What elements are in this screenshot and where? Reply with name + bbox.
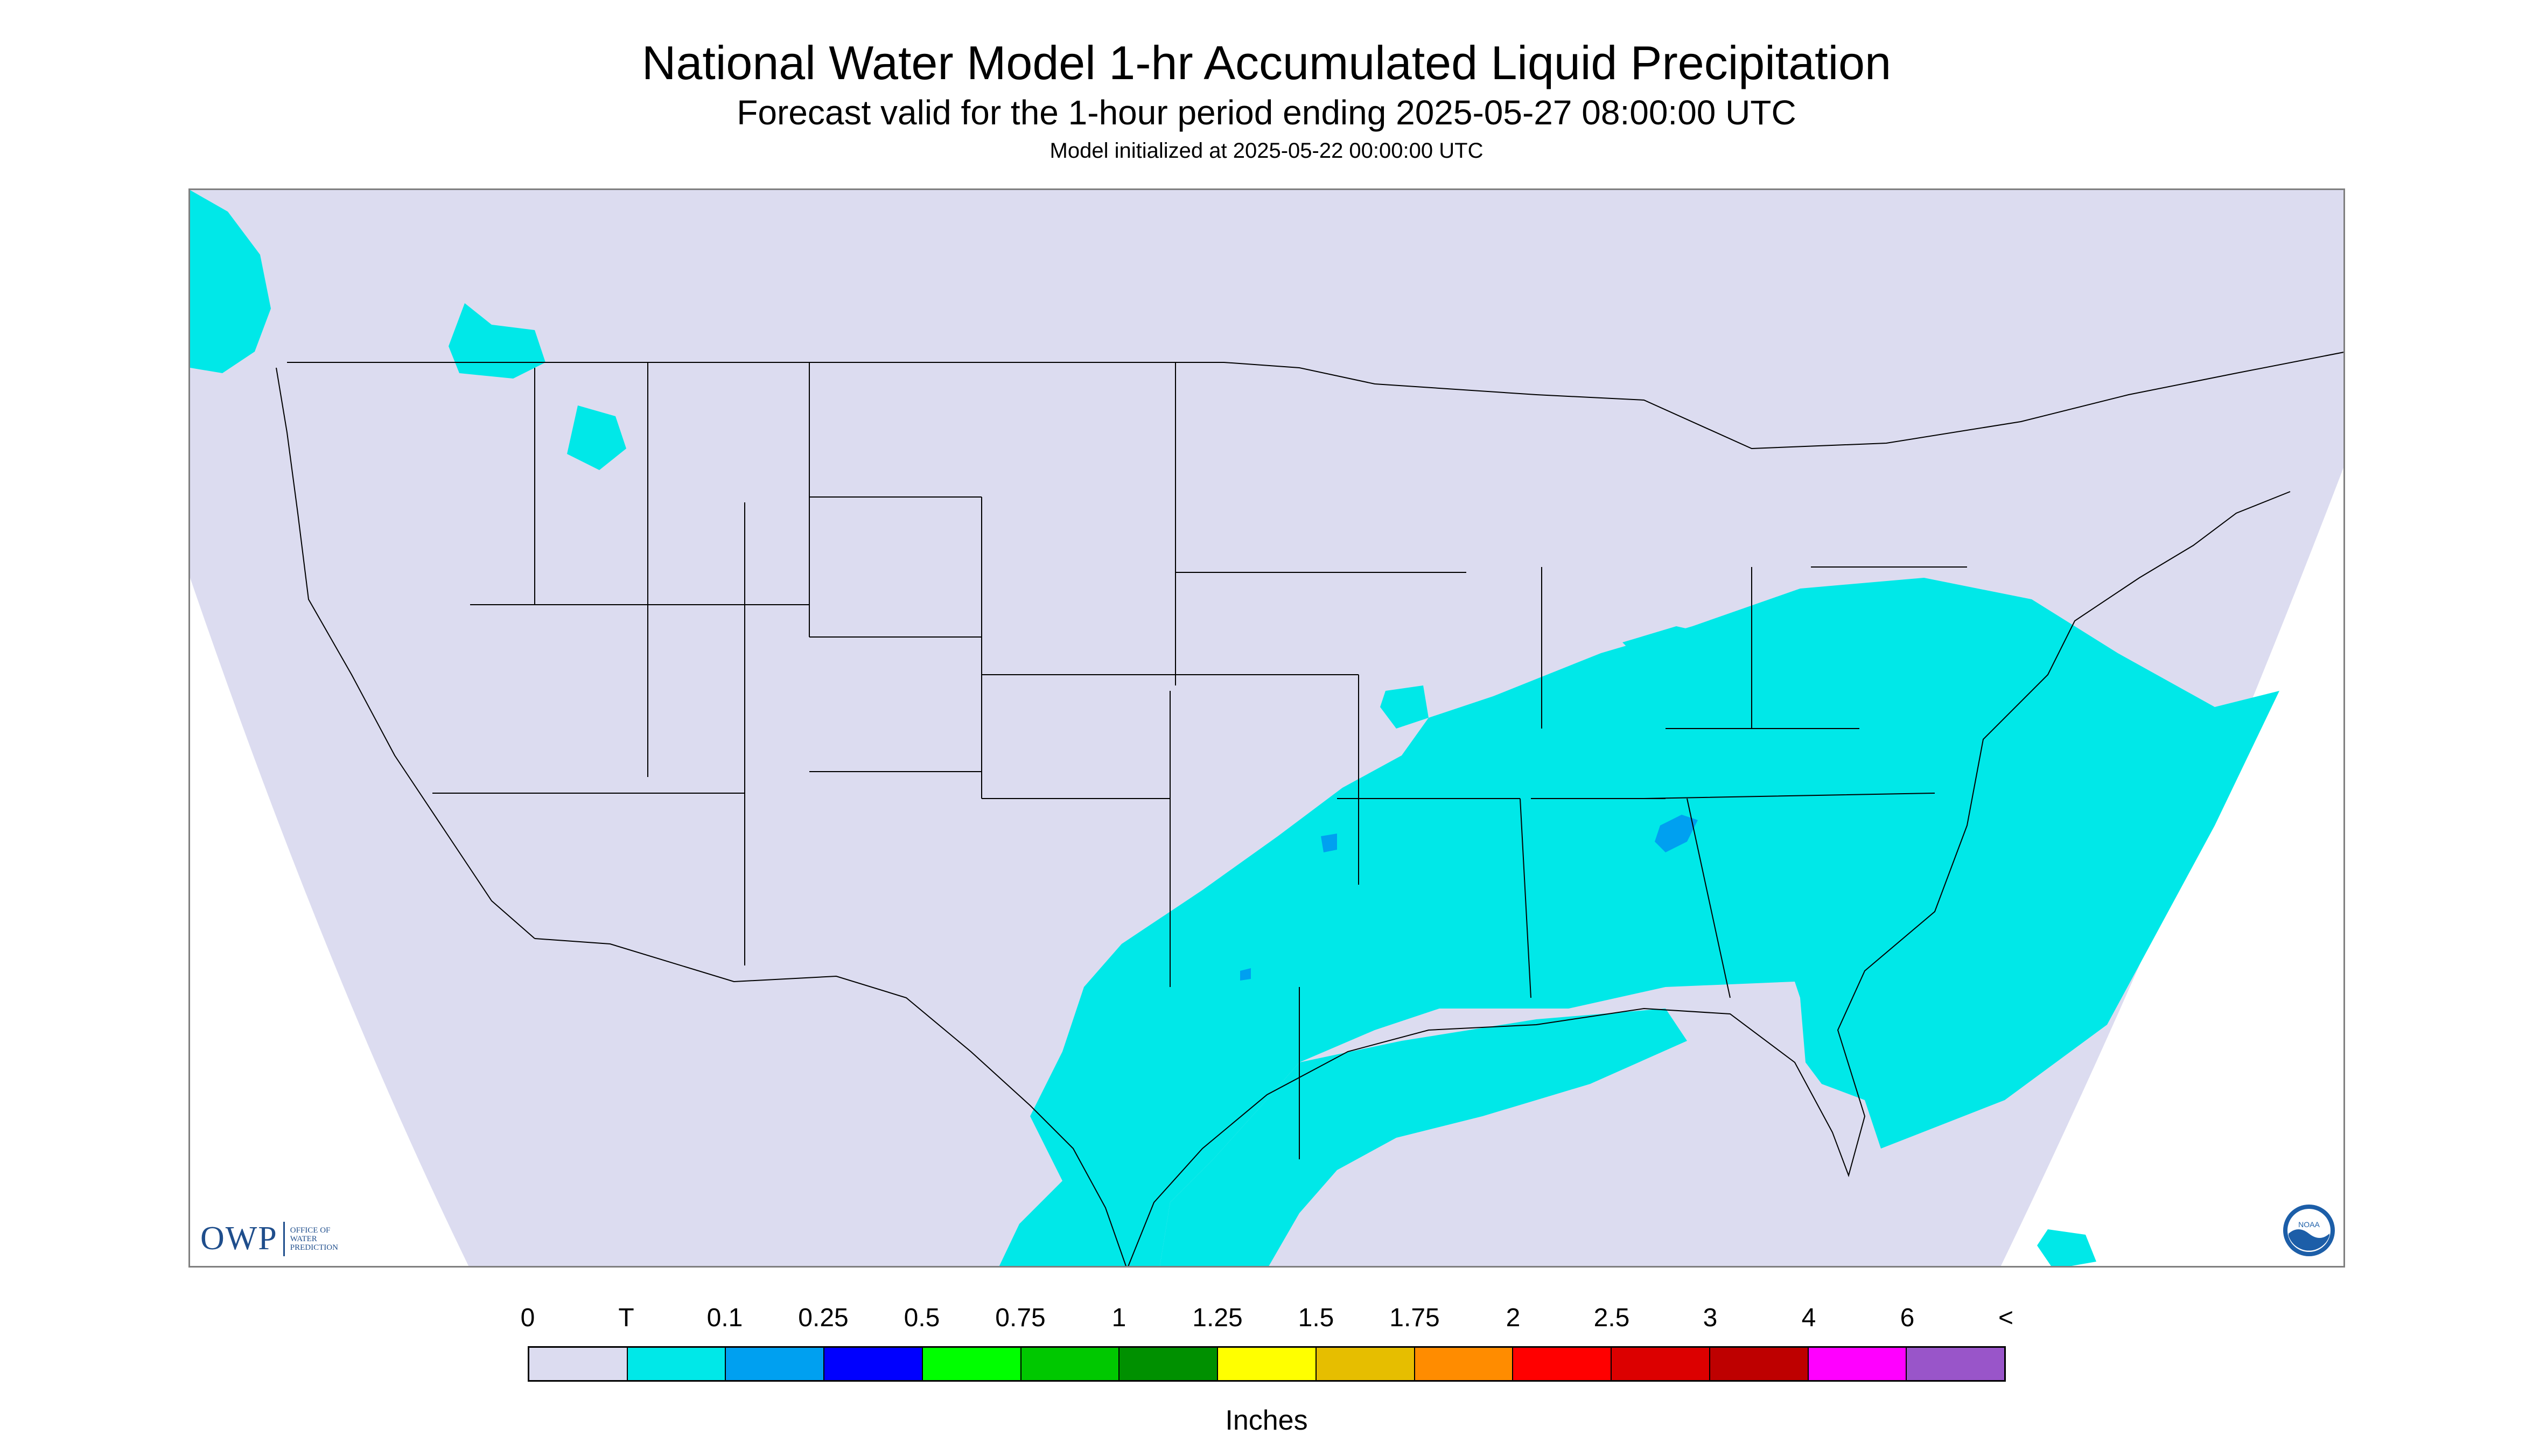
precip-legend-bar	[528, 1346, 2006, 1382]
legend-swatch	[1218, 1348, 1317, 1380]
legend-swatch	[1907, 1348, 2005, 1380]
legend-tick-label: <	[1998, 1304, 2014, 1332]
heavy-spot-texas	[1240, 968, 1251, 981]
legend-tick-label: 1.25	[1192, 1304, 1243, 1332]
legend-swatch	[529, 1348, 628, 1380]
owp-logo-mark: OWP	[200, 1220, 278, 1257]
precip-bahamas	[2037, 1229, 2096, 1266]
map-title: National Water Model 1-hr Accumulated Li…	[641, 36, 1892, 89]
heavy-spot-arkansas	[1321, 834, 1337, 852]
legend-tick-label: 0.5	[904, 1304, 940, 1332]
legend-swatch	[1021, 1348, 1120, 1380]
legend-tick-label: 0.1	[706, 1304, 743, 1332]
state-lines	[432, 362, 1967, 1159]
precip-gulf	[1159, 1009, 1687, 1266]
legend-tick-label: 6	[1900, 1304, 1915, 1332]
owp-logo-divider	[283, 1221, 285, 1256]
legend-tick-label: 3	[1703, 1304, 1718, 1332]
legend-swatch	[627, 1348, 726, 1380]
legend-tick-label: 4	[1801, 1304, 1816, 1332]
legend-tick-label: 1	[1111, 1304, 1126, 1332]
precip-pacific-nw	[190, 190, 271, 373]
legend-tick-label: T	[618, 1304, 634, 1332]
owp-logo-text: OFFICE OF WATER PREDICTION	[290, 1226, 338, 1252]
us-canada-border	[287, 352, 2343, 450]
gulf-coast	[1128, 491, 2291, 1266]
legend-swatch	[1316, 1348, 1415, 1380]
legend-swatch	[1119, 1348, 1219, 1380]
us-mexico-border	[534, 938, 1126, 1266]
legend-tick-label: 1.5	[1298, 1304, 1334, 1332]
model-init-line: Model initialized at 2025-05-22 00:00:00…	[1049, 139, 1484, 163]
legend-swatch	[922, 1348, 1021, 1380]
legend-swatch	[1710, 1348, 1809, 1380]
heavy-spot-tennessee	[1655, 815, 1698, 852]
legend-swatch	[1513, 1348, 1612, 1380]
legend-swatch	[1808, 1348, 1907, 1380]
owp-logo: OWP OFFICE OF WATER PREDICTION	[200, 1220, 355, 1258]
west-coast	[276, 367, 535, 939]
map-canvas	[190, 190, 2343, 1266]
legend-tick-label: 2	[1506, 1304, 1521, 1332]
legend-units-label: Inches	[1225, 1405, 1308, 1436]
heavy-precip-spots	[1240, 815, 1698, 981]
legend-swatch	[1415, 1348, 1514, 1380]
legend-tick-label: 1.75	[1389, 1304, 1440, 1332]
precip-great-lakes	[1622, 626, 1725, 664]
precip-idaho	[567, 405, 626, 470]
legend-tick-label: 0.75	[995, 1304, 1046, 1332]
precip-missouri	[1380, 685, 1429, 729]
precip-montana	[449, 303, 545, 379]
legend-tick-label: 0	[520, 1304, 535, 1332]
precip-southeast	[999, 578, 2279, 1266]
legend-tick-label: 0.25	[798, 1304, 849, 1332]
legend-swatch	[1612, 1348, 1710, 1380]
noaa-logo-text: NOAA	[2298, 1220, 2320, 1229]
legend-swatch	[824, 1348, 923, 1380]
boundaries	[276, 352, 2343, 1266]
precipitation-map	[188, 188, 2345, 1268]
legend-tick-label: 2.5	[1593, 1304, 1630, 1332]
precip-areas	[190, 190, 2279, 1266]
map-subtitle: Forecast valid for the 1-hour period end…	[737, 93, 1796, 132]
legend-swatch	[726, 1348, 825, 1380]
noaa-logo: NOAA	[2283, 1205, 2335, 1256]
